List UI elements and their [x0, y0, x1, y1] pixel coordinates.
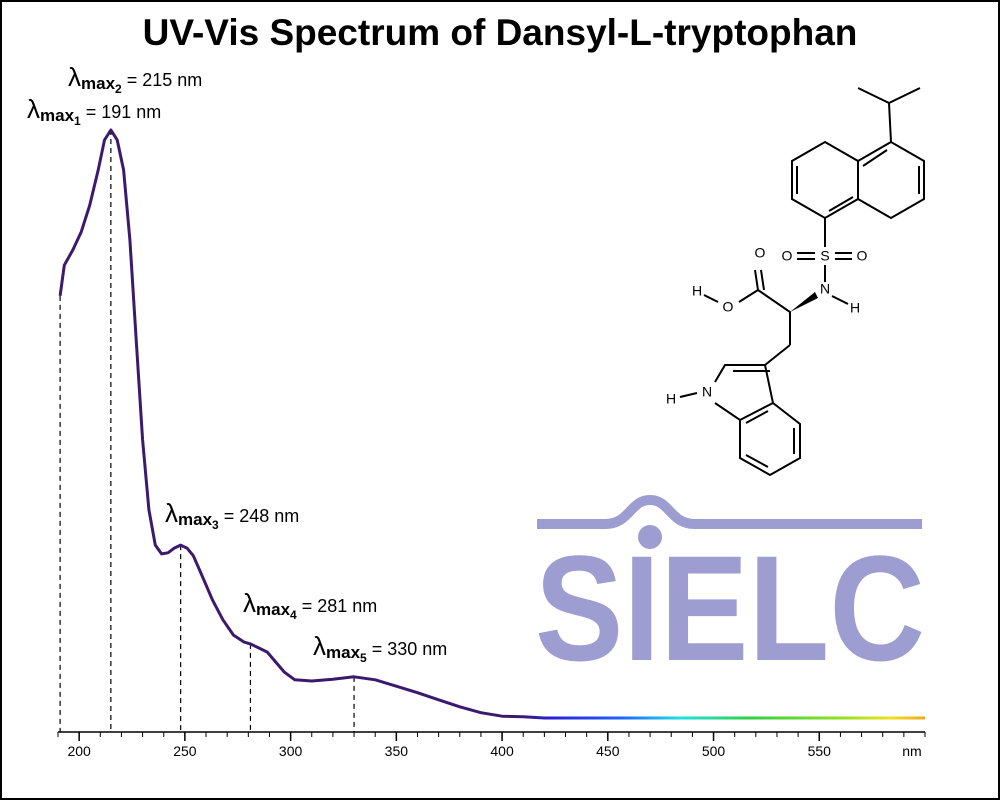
spectrum-line [58, 128, 925, 720]
peak-label: λmax3 = 248 nm [165, 498, 299, 532]
peak-symbol: λ [165, 498, 178, 528]
atom-label: O [755, 245, 766, 261]
logo-dot [638, 525, 662, 549]
logo-wave [537, 494, 922, 529]
peak-label: λmax2 = 215 nm [68, 62, 202, 96]
peak-symbol: λ [313, 631, 326, 661]
x-tick-label: 300 [279, 743, 303, 759]
peak-index: 1 [74, 114, 81, 128]
peak-subscript: max [81, 74, 116, 93]
atom-label: H [666, 391, 676, 407]
peak-subscript: max [178, 510, 213, 529]
atom-label: O [857, 248, 868, 264]
peak-label: λmax1 = 191 nm [27, 94, 161, 128]
wedge-bond [790, 292, 818, 312]
peak-symbol: λ [27, 94, 40, 124]
logo: SIELC [535, 494, 925, 692]
structure: O O S O N H H O H N [666, 87, 925, 477]
peak-value: = 330 nm [372, 639, 448, 659]
peak-subscript: max [326, 643, 361, 662]
peak-label: λmax5 = 330 nm [313, 631, 447, 665]
x-tick-label: 350 [385, 743, 409, 759]
atom-label: H [692, 283, 702, 299]
atom-label: H [850, 300, 860, 316]
bonds [679, 87, 925, 477]
peak-index: 5 [360, 651, 367, 665]
atom-label: O [782, 248, 793, 264]
atom-label: N [820, 281, 830, 297]
peak-symbol: λ [68, 62, 81, 92]
atom-label: S [820, 248, 829, 264]
chart-title: UV-Vis Spectrum of Dansyl-L-tryptophan [143, 12, 858, 53]
x-tick-label: 450 [596, 743, 620, 759]
x-tick-label: 500 [702, 743, 726, 759]
peak-subscript: max [256, 600, 291, 619]
peak-value: = 248 nm [224, 506, 300, 526]
peak-index: 3 [212, 518, 219, 532]
atom-label: N [702, 384, 712, 400]
x-axis-label: nm [902, 743, 921, 759]
peak-subscript: max [40, 106, 75, 125]
logo-text: SIELC [535, 524, 925, 692]
x-tick-label: 200 [67, 743, 91, 759]
x-tick-label: 400 [490, 743, 514, 759]
peak-value: = 191 nm [86, 102, 162, 122]
peak-value: = 281 nm [302, 596, 378, 616]
x-tick-label: 250 [173, 743, 197, 759]
peak-value: = 215 nm [127, 70, 203, 90]
peak-index: 2 [115, 82, 122, 96]
peak-symbol: λ [243, 588, 256, 618]
x-tick-label: 550 [808, 743, 832, 759]
atom-label: O [723, 299, 734, 315]
peak-label: λmax4 = 281 nm [243, 588, 377, 622]
peak-index: 4 [290, 608, 297, 622]
